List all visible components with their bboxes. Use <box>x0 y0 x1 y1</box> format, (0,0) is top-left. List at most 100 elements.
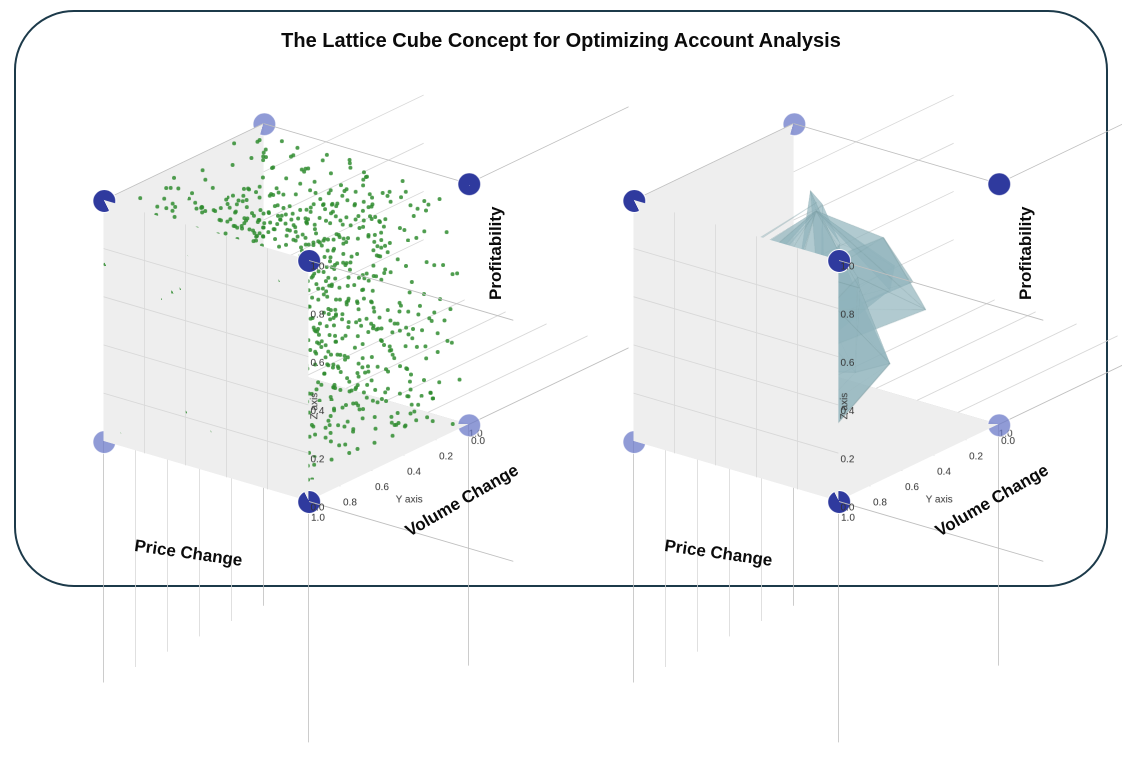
scatter-point <box>284 243 288 247</box>
scatter-point <box>379 231 383 235</box>
scatter-point <box>455 271 459 275</box>
scatter-point <box>349 223 353 227</box>
scatter-point <box>437 197 441 201</box>
scatter-point <box>406 309 410 313</box>
scatter-point <box>322 372 326 376</box>
scatter-point <box>337 286 341 290</box>
scatter-point <box>365 383 369 387</box>
grid-line <box>794 94 954 172</box>
cube-edge <box>308 501 309 742</box>
scatter-point <box>360 365 364 369</box>
scatter-point <box>404 264 408 268</box>
cube-edge <box>998 347 1122 425</box>
scatter-point <box>436 350 440 354</box>
cube-edge <box>794 123 999 184</box>
scatter-point <box>382 271 386 275</box>
grid-line <box>958 335 1118 413</box>
scatter-point <box>442 318 446 322</box>
scatter-point <box>432 263 436 267</box>
grid-line <box>428 335 588 413</box>
y-tick: 0.4 <box>407 467 421 478</box>
scatter-point <box>353 346 357 350</box>
y-tick: 0.6 <box>375 482 389 493</box>
x-axis-label-price-change: Price Change <box>663 536 773 571</box>
scatter-point <box>372 309 376 313</box>
scatter-point <box>344 215 348 219</box>
scatter-point <box>273 237 277 241</box>
scatter-point <box>357 318 361 322</box>
scatter-point <box>354 385 358 389</box>
scatter-point <box>385 194 389 198</box>
scatter-point <box>339 183 343 187</box>
z-axis-label-profitability: Profitability <box>1016 206 1036 300</box>
cube-edge <box>103 441 104 682</box>
scatter-point <box>278 218 282 222</box>
scatter-point <box>314 231 318 235</box>
scatter-point <box>408 387 412 391</box>
scatter-point <box>366 205 370 209</box>
scatter-point <box>326 248 330 252</box>
scatter-point <box>318 197 322 201</box>
scatter-point <box>327 191 331 195</box>
scatter-point <box>445 230 449 234</box>
cube-edge <box>838 501 839 742</box>
scatter-point <box>334 214 338 218</box>
scatter-point <box>370 355 374 359</box>
scatter-point <box>313 223 317 227</box>
scatter-point <box>343 357 347 361</box>
scatter-point <box>356 307 360 311</box>
scatter-point <box>411 327 415 331</box>
scatter-point <box>404 325 408 329</box>
scatter-point <box>364 317 368 321</box>
scatter-point <box>419 394 423 398</box>
scatter-point <box>291 212 295 216</box>
scatter-point <box>338 297 342 301</box>
scatter-point <box>323 207 327 211</box>
scatter-point <box>334 340 338 344</box>
scatter-point <box>388 241 392 245</box>
scatter-point <box>344 187 348 191</box>
scatter-point <box>322 255 326 259</box>
lattice-vertex-marker <box>987 172 1011 196</box>
scatter-point <box>333 334 337 338</box>
scatter-point <box>381 191 385 195</box>
scatter-point <box>389 270 393 274</box>
right-panel: 0.00.00.00.20.20.20.40.40.40.60.60.60.80… <box>576 82 1096 542</box>
scatter-point <box>397 309 401 313</box>
y-tick: 0.6 <box>905 482 919 493</box>
scatter-point <box>408 290 412 294</box>
scatter-point <box>386 308 390 312</box>
z-tick: 0.6 <box>310 358 324 369</box>
scatter-point <box>347 380 351 384</box>
grid-line <box>226 236 227 477</box>
scatter-point <box>283 221 287 225</box>
scatter-point <box>424 208 428 212</box>
scatter-point <box>347 320 351 324</box>
scatter-point <box>345 198 349 202</box>
scatter-point <box>422 229 426 233</box>
scatter-point <box>268 194 272 198</box>
scatter-point <box>288 228 292 232</box>
z-tick: 0.6 <box>840 358 854 369</box>
scatter-point <box>377 315 381 319</box>
scatter-point <box>331 210 335 214</box>
scatter-point <box>362 200 366 204</box>
scatter-point <box>289 217 293 221</box>
x-axis-label-price-change: Price Change <box>133 536 243 571</box>
scatter-point <box>268 220 272 224</box>
scatter-point <box>379 246 383 250</box>
scatter-point <box>383 217 387 221</box>
scatter-point <box>396 257 400 261</box>
cube-edge <box>633 441 634 682</box>
scatter-point <box>410 403 414 407</box>
scatter-point <box>340 312 344 316</box>
scatter-point <box>298 208 302 212</box>
scatter-point <box>371 248 375 252</box>
scatter-point <box>285 234 289 238</box>
scatter-point <box>343 334 347 338</box>
scatter-point <box>415 207 419 211</box>
scatter-point <box>448 307 452 311</box>
scatter-point <box>261 175 265 179</box>
scatter-point <box>356 236 360 240</box>
scatter-point <box>370 378 374 382</box>
